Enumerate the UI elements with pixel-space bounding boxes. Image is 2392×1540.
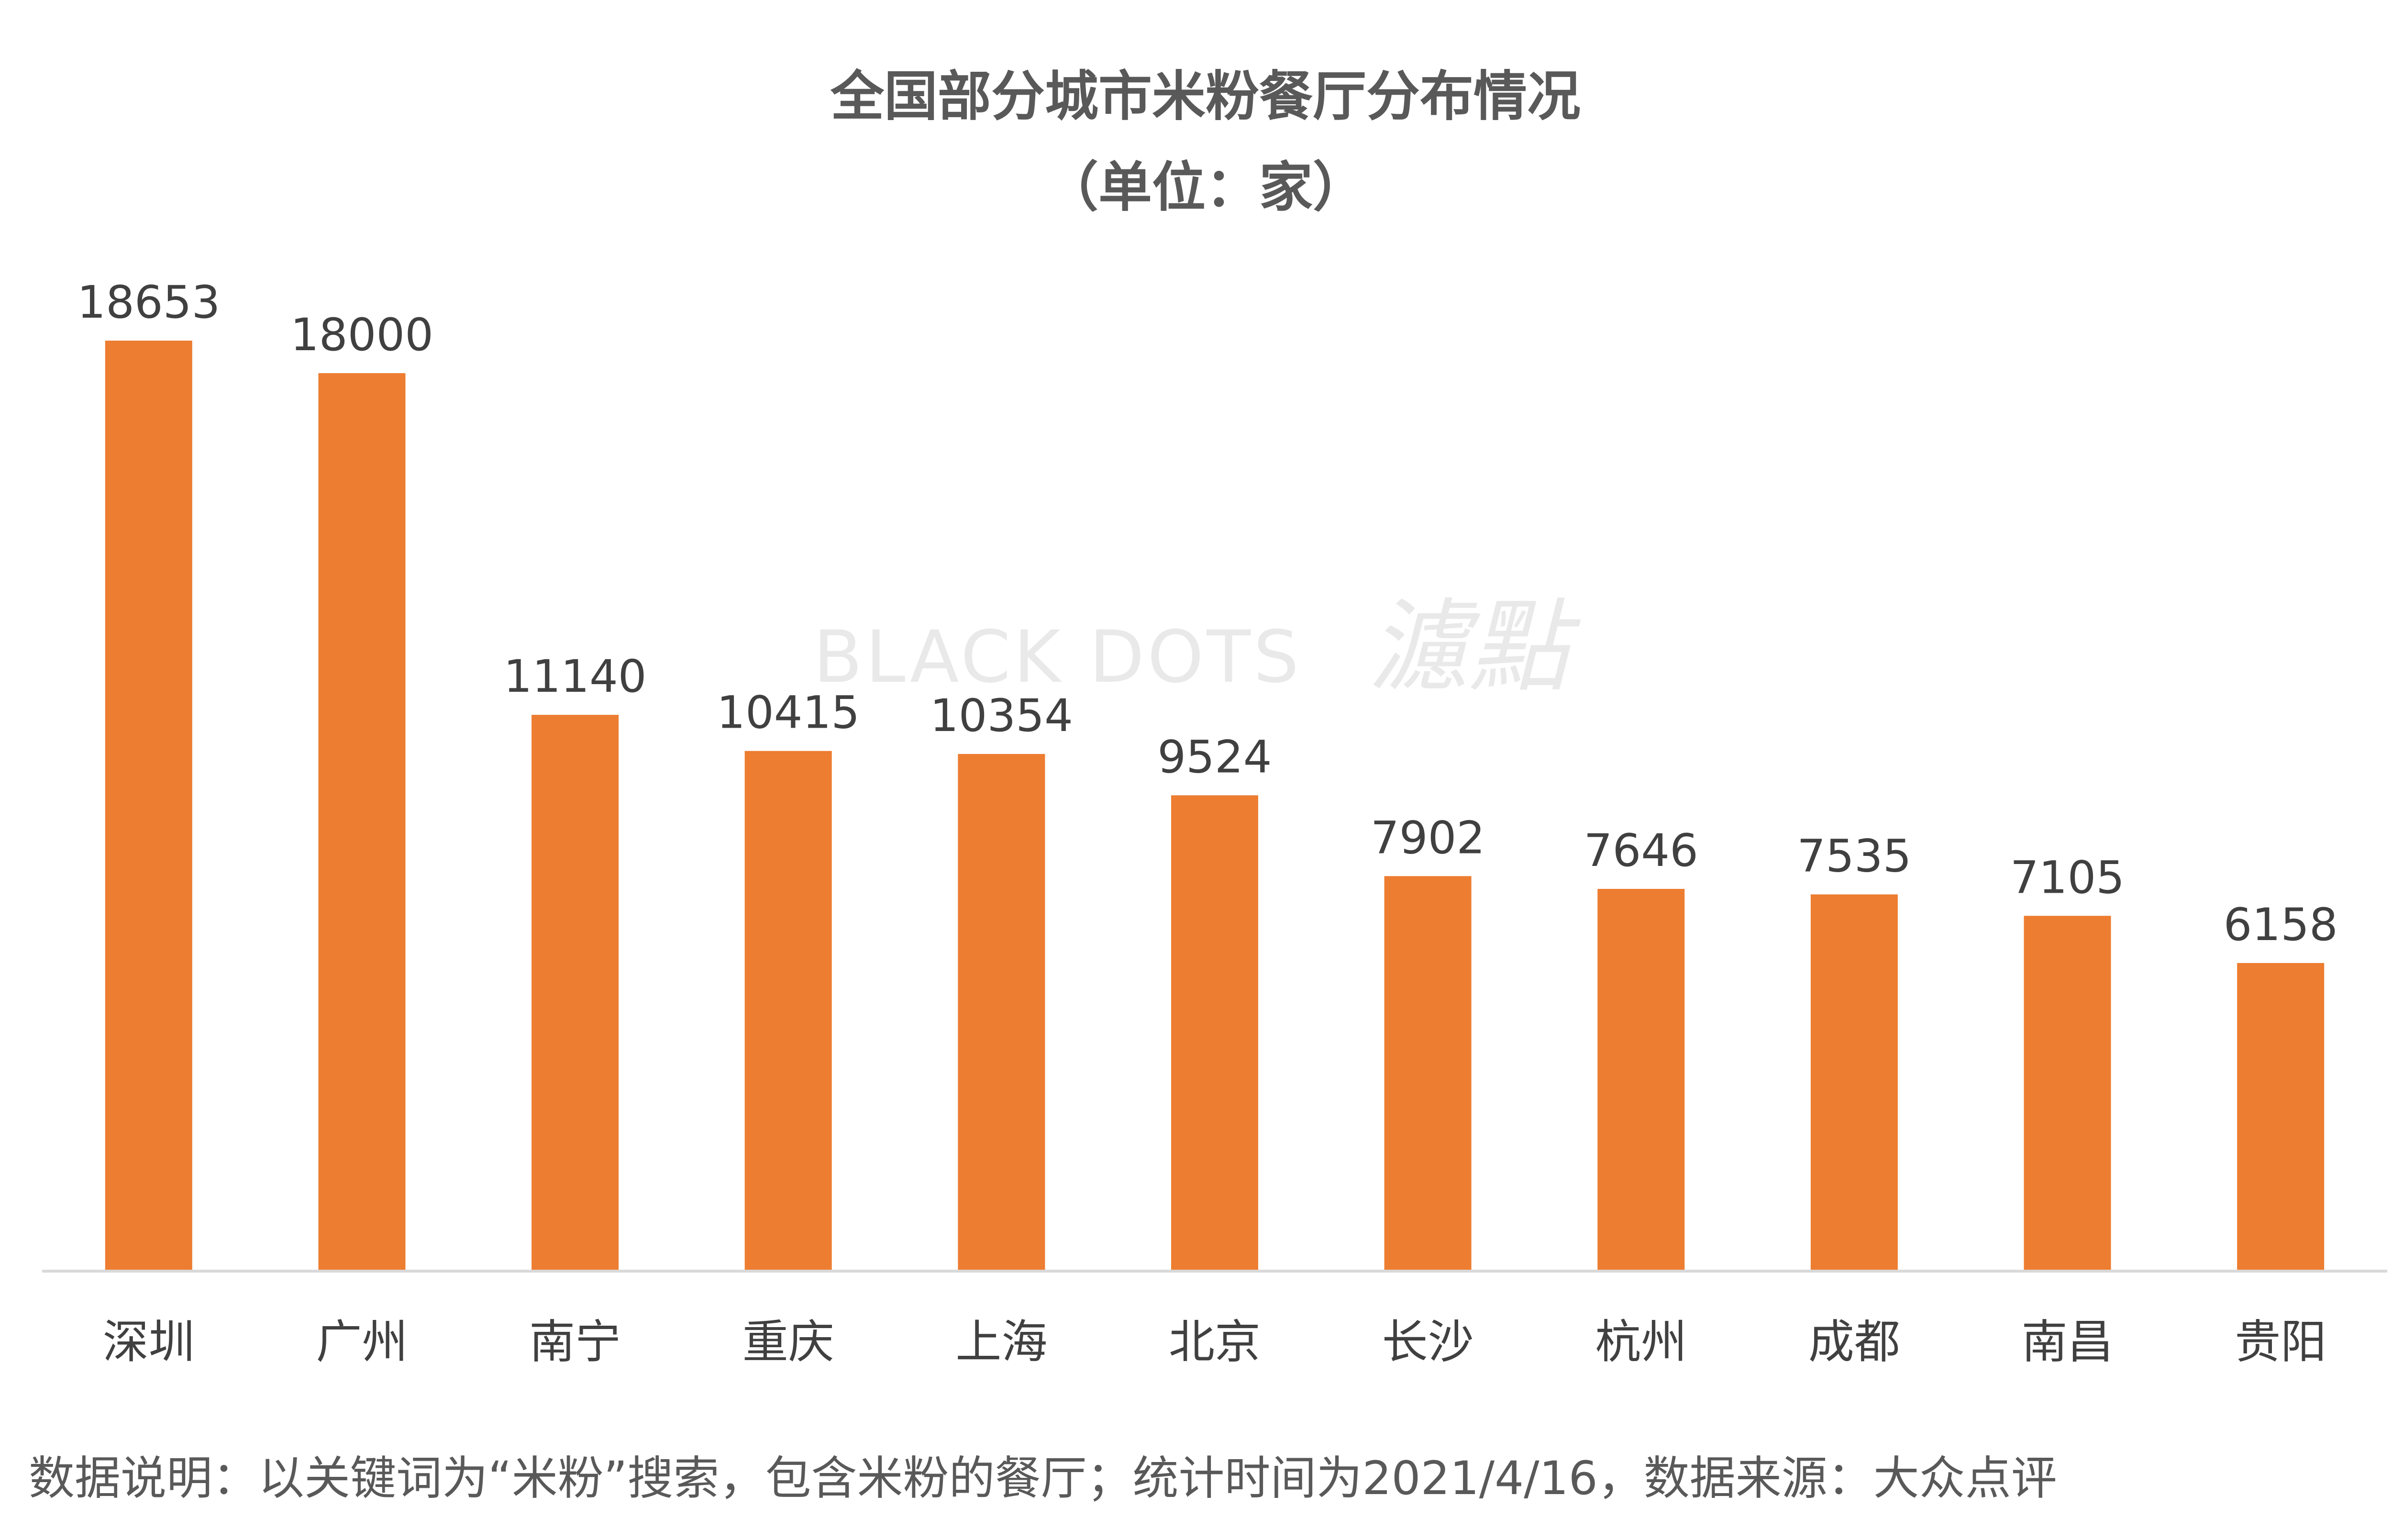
category-label-8: 成都 — [1808, 1315, 1900, 1369]
bar-5 — [1171, 795, 1258, 1270]
watermark: BLACK DOTS 濾點 — [813, 588, 1581, 706]
bar-8 — [1810, 894, 1898, 1270]
category-label-1: 广州 — [316, 1315, 408, 1369]
value-label-4: 10354 — [930, 690, 1073, 742]
bar-2 — [532, 715, 619, 1270]
bar-4 — [958, 754, 1045, 1270]
value-labels-layer: 18653 18000 11140 10415 10354 9524 7902 7646 753… — [77, 277, 2338, 951]
value-label-3: 10415 — [717, 687, 860, 739]
footnote: 数据说明：以关键词为“米粉”搜索，包含米粉的餐厅；统计时间为2021/4/16，… — [29, 1451, 2057, 1505]
category-label-9: 南昌 — [2022, 1315, 2114, 1369]
category-label-3: 重庆 — [742, 1315, 834, 1369]
category-label-10: 贵阳 — [2235, 1315, 2326, 1369]
bar-7 — [1597, 889, 1685, 1270]
bar-0 — [105, 341, 192, 1270]
bars-layer — [105, 341, 2325, 1270]
value-label-1: 18000 — [290, 309, 433, 361]
category-labels-layer: 深圳 广州 南宁 重庆 上海 北京 长沙 杭州 成都 南昌 贵阳 — [103, 1315, 2326, 1369]
bar-1 — [318, 373, 406, 1270]
value-label-10: 6158 — [2224, 899, 2338, 951]
chart-title: 全国部分城市米粉餐厅分布情况 — [830, 66, 1581, 128]
bar-3 — [744, 751, 832, 1270]
chart-subtitle: （单位：家） — [1045, 156, 1366, 219]
value-label-7: 7646 — [1584, 825, 1698, 877]
watermark-cjk: 濾點 — [1368, 588, 1581, 706]
value-label-2: 11140 — [504, 651, 647, 703]
category-label-5: 北京 — [1169, 1315, 1261, 1369]
category-label-2: 南宁 — [529, 1315, 621, 1369]
category-label-7: 杭州 — [1595, 1315, 1687, 1369]
value-label-8: 7535 — [1797, 831, 1911, 883]
value-label-5: 9524 — [1157, 731, 1272, 783]
category-label-6: 长沙 — [1382, 1315, 1474, 1369]
value-label-9: 7105 — [2010, 852, 2125, 904]
category-label-4: 上海 — [955, 1315, 1047, 1369]
watermark-latin: BLACK DOTS — [813, 616, 1302, 699]
category-label-0: 深圳 — [103, 1315, 195, 1369]
value-label-6: 7902 — [1371, 812, 1485, 864]
bar-9 — [2024, 916, 2111, 1270]
bar-10 — [2237, 963, 2325, 1270]
value-label-0: 18653 — [77, 277, 220, 329]
bar-6 — [1384, 876, 1472, 1270]
